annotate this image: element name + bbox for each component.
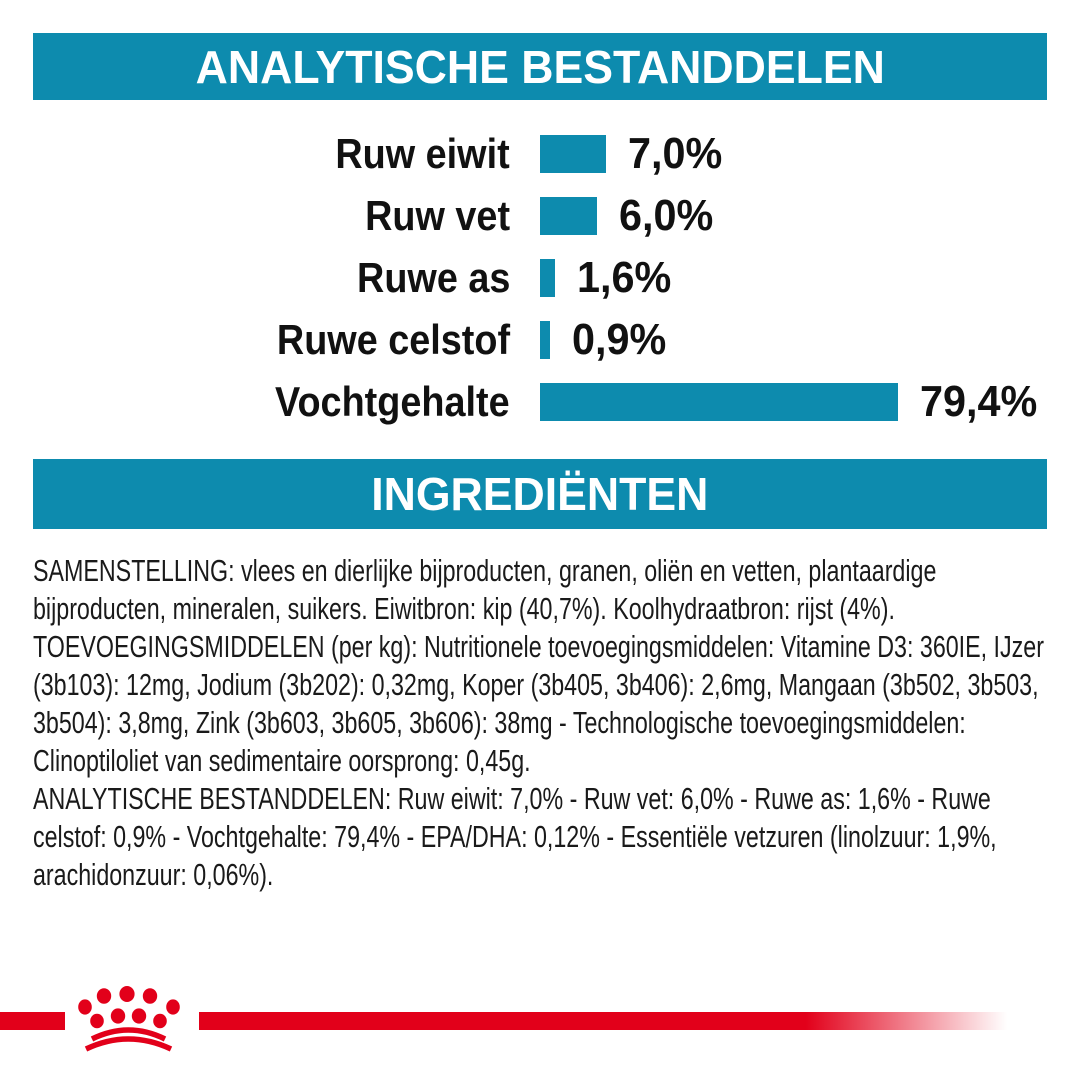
bar-label: Vochtgehalte [275, 378, 510, 425]
bar-ruwe-as [540, 259, 555, 297]
analytical-section-header: ANALYTISCHE BESTANDDELEN [33, 33, 1047, 100]
bar-ruw-vet [540, 197, 597, 235]
bar-ruw-eiwit [540, 135, 606, 173]
bar-label: Ruw vet [365, 192, 510, 239]
chart-row-ruw-vet: Ruw vet 6,0% [0, 191, 1080, 240]
ingredients-section-header: INGREDIËNTEN [33, 459, 1047, 529]
bar-label: Ruw eiwit [335, 130, 510, 177]
chart-row-ruw-eiwit: Ruw eiwit 7,0% [0, 129, 1080, 178]
bar-label: Ruwe celstof [276, 316, 510, 363]
bar-value: 79,4% [920, 377, 1038, 426]
royal-canin-crown-logo-icon [78, 986, 180, 1052]
bar-value: 6,0% [619, 191, 714, 240]
additives-paragraph: TOEVOEGINGSMIDDELEN (per kg): Nutritione… [33, 629, 1044, 778]
chart-row-vochtgehalte: Vochtgehalte 79,4% [0, 377, 1080, 426]
bar-label: Ruwe as [356, 254, 510, 301]
chart-row-ruwe-celstof: Ruwe celstof 0,9% [0, 315, 1080, 364]
nutrient-bar-chart: Ruw eiwit 7,0% Ruw vet 6,0% Ruwe as 1,6%… [0, 129, 1080, 445]
bar-value: 1,6% [577, 253, 672, 302]
brand-stripe [0, 1012, 1007, 1030]
chart-row-ruwe-as: Ruwe as 1,6% [0, 253, 1080, 302]
ingredients-section-title: INGREDIËNTEN [371, 468, 709, 520]
analytical-constituents-paragraph: ANALYTISCHE BESTANDDELEN: Ruw eiwit: 7,0… [33, 781, 997, 892]
ingredients-text-block: SAMENSTELLING: vlees en dierlijke bijpro… [33, 552, 1047, 894]
bar-value: 7,0% [628, 129, 723, 178]
bar-value: 0,9% [572, 315, 667, 364]
bar-ruwe-celstof [540, 321, 550, 359]
analytical-section-title: ANALYTISCHE BESTANDDELEN [195, 40, 885, 93]
bar-vochtgehalte [540, 383, 898, 421]
composition-paragraph: SAMENSTELLING: vlees en dierlijke bijpro… [33, 553, 937, 626]
